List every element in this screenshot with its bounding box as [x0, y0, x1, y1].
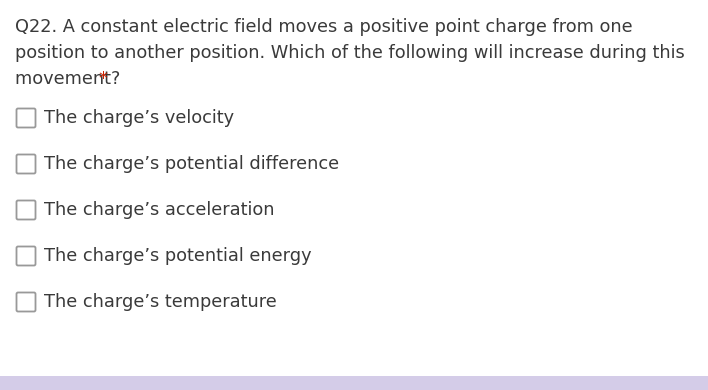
- Text: The charge’s velocity: The charge’s velocity: [44, 109, 234, 127]
- Text: The charge’s potential energy: The charge’s potential energy: [44, 247, 312, 265]
- FancyBboxPatch shape: [16, 292, 35, 312]
- Text: movement?: movement?: [15, 70, 126, 88]
- Bar: [0, 376, 708, 390]
- FancyBboxPatch shape: [16, 154, 35, 174]
- FancyBboxPatch shape: [16, 108, 35, 128]
- Text: The charge’s acceleration: The charge’s acceleration: [44, 201, 275, 219]
- FancyBboxPatch shape: [16, 200, 35, 220]
- FancyBboxPatch shape: [16, 246, 35, 266]
- Text: The charge’s potential difference: The charge’s potential difference: [44, 155, 339, 173]
- Text: *: *: [98, 70, 107, 88]
- Text: Q22. A constant electric field moves a positive point charge from one: Q22. A constant electric field moves a p…: [15, 18, 633, 36]
- Text: position to another position. Which of the following will increase during this: position to another position. Which of t…: [15, 44, 685, 62]
- Text: The charge’s temperature: The charge’s temperature: [44, 293, 277, 311]
